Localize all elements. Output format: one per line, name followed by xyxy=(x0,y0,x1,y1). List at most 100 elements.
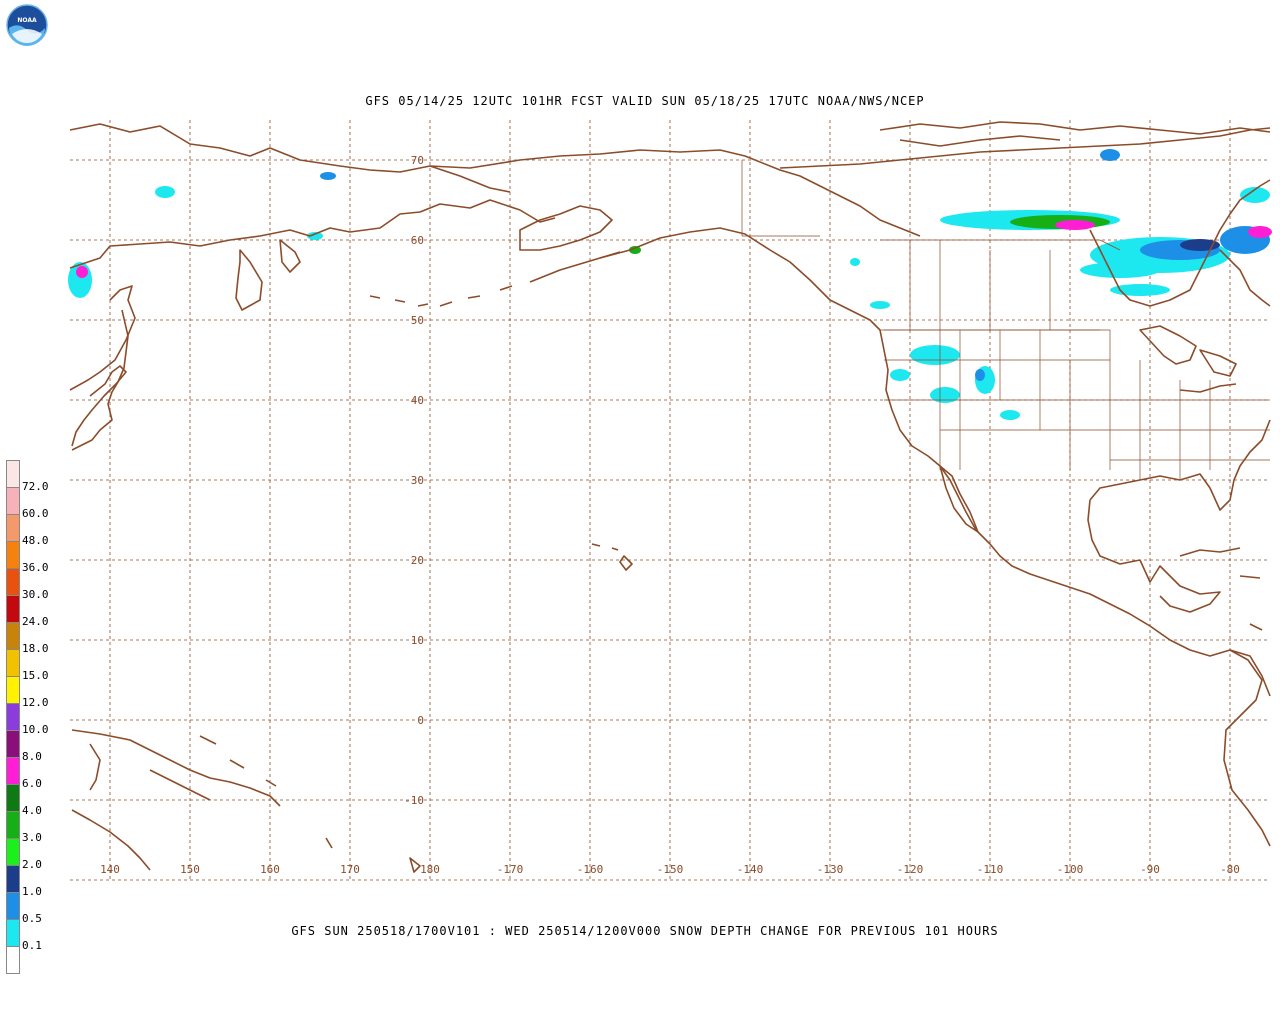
legend-swatch xyxy=(6,892,20,919)
snow-depth-patch xyxy=(1100,149,1120,161)
legend-label: 6.0 xyxy=(22,777,42,790)
latitude-label: 0 xyxy=(417,714,424,727)
gulf-coast xyxy=(1087,419,1271,613)
sakhalin-kurils xyxy=(71,309,129,451)
latitude-label: 40 xyxy=(411,394,424,407)
longitude-label: -160 xyxy=(577,863,604,876)
hawaii xyxy=(591,543,633,571)
legend-swatch xyxy=(6,649,20,676)
legend-label: 0.5 xyxy=(22,912,42,925)
longitude-label: 160 xyxy=(260,863,280,876)
legend-swatch xyxy=(6,784,20,811)
south-america xyxy=(1223,649,1271,847)
great-lakes xyxy=(1139,325,1237,393)
snow-depth-patch xyxy=(1055,220,1095,230)
longitude-label: 140 xyxy=(100,863,120,876)
longitude-label: -120 xyxy=(897,863,924,876)
latitude-label: 20 xyxy=(411,554,424,567)
legend-swatch xyxy=(6,460,20,487)
legend-swatch xyxy=(6,757,20,784)
longitude-label: -130 xyxy=(817,863,844,876)
snow-depth-patch xyxy=(155,186,175,198)
arctic-islands xyxy=(879,121,1271,147)
snow-depth-patch xyxy=(1000,410,1020,420)
snow-depth-patch xyxy=(890,369,910,381)
hudson-bay xyxy=(1089,179,1271,307)
snow-depth-patch xyxy=(850,258,860,266)
longitude-label: -170 xyxy=(497,863,524,876)
snow-depth-patch xyxy=(1110,284,1170,296)
snow-depth-patch xyxy=(870,301,890,309)
legend-swatch xyxy=(6,568,20,595)
kamchatka-peninsula xyxy=(235,239,301,311)
latitude-label: 60 xyxy=(411,234,424,247)
kamchatka-coast xyxy=(69,199,556,269)
legend-label: 1.0 xyxy=(22,885,42,898)
aleutian-islands xyxy=(369,251,621,307)
legend-swatch xyxy=(6,595,20,622)
snow-depth-patch xyxy=(307,232,323,240)
us-state-borders xyxy=(741,160,1270,480)
snow-depth-change-field xyxy=(68,149,1272,420)
legend-label: 72.0 xyxy=(22,480,49,493)
legend-swatch xyxy=(6,514,20,541)
australia-north xyxy=(71,809,151,871)
snow-depth-patch xyxy=(975,369,985,381)
legend-label: 36.0 xyxy=(22,561,49,574)
canada-arctic xyxy=(779,127,1271,169)
caribbean-islands xyxy=(1179,547,1263,631)
longitude-label: -100 xyxy=(1057,863,1084,876)
longitude-label: -140 xyxy=(737,863,764,876)
legend-swatch xyxy=(6,622,20,649)
legend-swatch xyxy=(6,541,20,568)
snow-depth-patch xyxy=(930,387,960,403)
snow-depth-patch xyxy=(1248,226,1272,238)
legend-label: 4.0 xyxy=(22,804,42,817)
longitude-label: -80 xyxy=(1220,863,1240,876)
longitude-label: -150 xyxy=(657,863,684,876)
map-caption: GFS SUN 250518/1700V101 : WED 250514/120… xyxy=(291,924,999,938)
legend-swatch xyxy=(6,676,20,703)
legend-swatch xyxy=(6,838,20,865)
legend-label: 10.0 xyxy=(22,723,49,736)
latitude-label: 70 xyxy=(411,154,424,167)
legend-label: 15.0 xyxy=(22,669,49,682)
okhotsk-coast xyxy=(69,285,136,391)
latitude-label: 30 xyxy=(411,474,424,487)
grid-labels: 140 150 160 170 180 -170 -160 -150 -140 -130 -120 -… xyxy=(100,154,1240,876)
legend-swatch xyxy=(6,919,20,946)
japan-coast xyxy=(71,365,127,447)
legend-label: 3.0 xyxy=(22,831,42,844)
labrador-coast xyxy=(1219,249,1271,307)
legend-label: 2.0 xyxy=(22,858,42,871)
fiji-islands xyxy=(325,837,421,873)
legend-swatch xyxy=(6,865,20,892)
noaa-logo: NOAA xyxy=(6,4,48,46)
solomon-islands xyxy=(199,735,277,787)
legend-swatch xyxy=(6,487,20,514)
legend-label: 8.0 xyxy=(22,750,42,763)
latitude-label: 10 xyxy=(411,634,424,647)
longitude-label: -110 xyxy=(977,863,1004,876)
snow-depth-patch xyxy=(910,345,960,365)
snow-depth-patch xyxy=(76,266,88,278)
legend-label: 18.0 xyxy=(22,642,49,655)
new-guinea xyxy=(71,729,281,807)
snow-depth-patch xyxy=(1240,187,1270,203)
longitude-label: -90 xyxy=(1140,863,1160,876)
longitude-label: 180 xyxy=(420,863,440,876)
noaa-logo-text: NOAA xyxy=(17,17,37,24)
legend-label: 24.0 xyxy=(22,615,49,628)
longitude-label: 170 xyxy=(340,863,360,876)
longitude-label: 150 xyxy=(180,863,200,876)
legend-swatch xyxy=(6,703,20,730)
legend-swatch xyxy=(6,946,20,974)
siberia-coast xyxy=(69,123,511,193)
legend-swatch xyxy=(6,811,20,838)
latitude-label: -10 xyxy=(404,794,424,807)
alaska-coast xyxy=(429,149,921,331)
baja-california xyxy=(939,465,979,533)
snow-depth-patch xyxy=(1080,262,1160,278)
legend-label: 0.1 xyxy=(22,939,42,952)
snow-depth-patch xyxy=(320,172,336,180)
